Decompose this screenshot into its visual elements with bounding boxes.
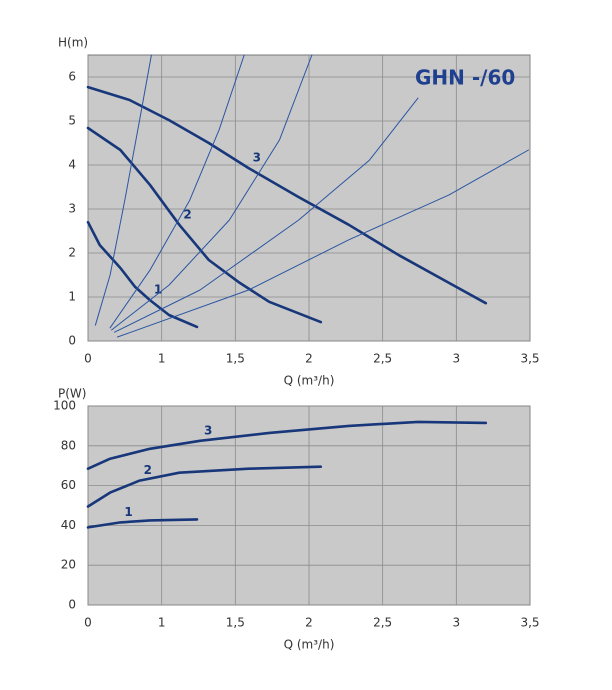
y-tick-label: 40 — [61, 518, 76, 532]
curve — [86, 518, 199, 529]
curve — [114, 97, 419, 333]
x-tick-label: 1,5 — [226, 352, 245, 366]
x-tick-label: 3 — [453, 616, 461, 630]
x-tick-label: 1,5 — [226, 616, 245, 630]
x-tick-label: 2 — [305, 616, 313, 630]
curve — [94, 54, 152, 326]
x-tick-label: 2,5 — [373, 352, 392, 366]
curve-label: 2 — [183, 207, 191, 221]
y-tick-label: 6 — [68, 70, 76, 84]
x-tick-label: 3 — [453, 352, 461, 366]
x-tick-label: 3,5 — [520, 352, 539, 366]
y-tick-label: 60 — [61, 478, 76, 492]
y-tick-label: 100 — [53, 399, 76, 413]
y-tick-label: 0 — [68, 334, 76, 348]
y-axis-label: P(W) — [58, 387, 86, 401]
y-tick-label: 2 — [68, 246, 76, 260]
curve — [111, 54, 313, 331]
y-tick-label: 1 — [68, 290, 76, 304]
x-tick-label: 2,5 — [373, 616, 392, 630]
curve — [86, 85, 488, 305]
y-tick-label: 4 — [68, 158, 76, 172]
chart-title: GHN -/60 — [415, 66, 515, 90]
x-axis-label: Q (m³/h) — [284, 374, 335, 388]
y-tick-label: 80 — [61, 438, 76, 452]
x-axis-label: Q (m³/h) — [284, 638, 335, 652]
x-tick-label: 3,5 — [520, 616, 539, 630]
x-tick-label: 0 — [84, 352, 92, 366]
y-tick-label: 5 — [68, 114, 76, 128]
curve — [86, 126, 323, 324]
curve — [117, 149, 529, 338]
curve — [86, 420, 488, 471]
x-tick-label: 1 — [158, 352, 166, 366]
curve-label: 3 — [204, 423, 212, 437]
curve — [109, 54, 245, 329]
y-tick-label: 0 — [68, 598, 76, 612]
curve-label: 1 — [124, 505, 132, 519]
curve — [86, 220, 199, 329]
y-tick-label: 20 — [61, 558, 76, 572]
x-tick-label: 0 — [84, 616, 92, 630]
curve-label: 2 — [144, 463, 152, 477]
curve-label: 3 — [253, 151, 261, 165]
y-tick-label: 3 — [68, 202, 76, 216]
x-tick-label: 1 — [158, 616, 166, 630]
y-axis-label: H(m) — [58, 36, 88, 50]
curve-label: 1 — [154, 283, 162, 297]
x-tick-label: 2 — [305, 352, 313, 366]
curve — [86, 465, 323, 508]
